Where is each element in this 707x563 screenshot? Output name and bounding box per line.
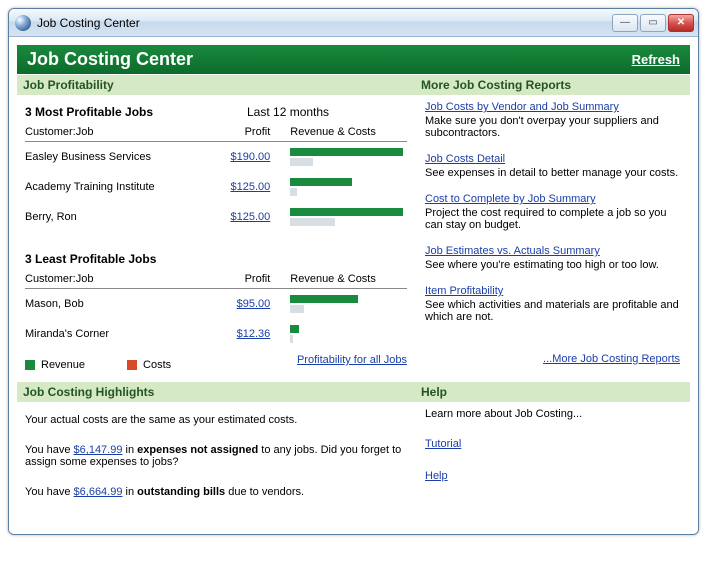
most-profitable-title: 3 Most Profitable Jobs: [25, 105, 247, 119]
highlight-line-3: You have $6,664.99 in outstanding bills …: [25, 486, 407, 498]
highlight-line-2: You have $6,147.99 in expenses not assig…: [25, 444, 407, 468]
profitability-all-jobs-link[interactable]: Profitability for all Jobs: [297, 354, 407, 366]
report-link[interactable]: Job Estimates vs. Actuals Summary: [425, 245, 600, 257]
profit-link[interactable]: $12.36: [237, 328, 271, 340]
expenses-amount-link[interactable]: $6,147.99: [74, 444, 123, 456]
tutorial-link[interactable]: Tutorial: [425, 438, 461, 450]
reports-list: Job Costs by Vendor and Job Summary Make …: [415, 95, 690, 347]
help-column: Help Learn more about Job Costing... Tut…: [415, 381, 690, 526]
col-revenue-costs: Revenue & Costs: [290, 123, 407, 142]
help-link[interactable]: Help: [425, 470, 448, 482]
minimize-button[interactable]: —: [612, 14, 638, 32]
left-column: Job Profitability 3 Most Profitable Jobs…: [17, 74, 415, 381]
app-window: Job Costing Center — ▭ ✕ Job Costing Cen…: [8, 8, 699, 535]
legend-costs-label: Costs: [143, 359, 171, 371]
right-column: More Job Costing Reports Job Costs by Ve…: [415, 74, 690, 381]
profit-link[interactable]: $125.00: [231, 211, 271, 223]
profit-link[interactable]: $95.00: [237, 298, 271, 310]
col-revenue-costs: Revenue & Costs: [290, 270, 407, 289]
report-desc: Make sure you don't overpay your supplie…: [425, 115, 680, 139]
revenue-cost-bars: [290, 325, 403, 343]
most-profitable-table: Customer:Job Profit Revenue & Costs Easl…: [25, 123, 407, 232]
job-name: Berry, Ron: [25, 202, 216, 232]
maximize-button[interactable]: ▭: [640, 14, 666, 32]
titlebar: Job Costing Center — ▭ ✕: [9, 9, 698, 37]
content-area: Job Costing Center Refresh Job Profitabi…: [9, 37, 698, 534]
revenue-cost-bars: [290, 148, 403, 166]
refresh-link[interactable]: Refresh: [632, 52, 680, 67]
section-reports: More Job Costing Reports: [415, 74, 690, 95]
report-desc: See which activities and materials are p…: [425, 299, 680, 323]
job-name: Easley Business Services: [25, 142, 216, 173]
table-row: Academy Training Institute $125.00: [25, 172, 407, 202]
close-button[interactable]: ✕: [668, 14, 694, 32]
legend: Revenue Costs: [25, 359, 171, 371]
more-reports-link[interactable]: ...More Job Costing Reports: [543, 353, 680, 365]
section-profitability: Job Profitability: [17, 74, 415, 95]
report-link[interactable]: Item Profitability: [425, 285, 503, 297]
highlight-line-1: Your actual costs are the same as your e…: [25, 414, 407, 426]
legend-revenue-label: Revenue: [41, 359, 85, 371]
legend-revenue-swatch: [25, 360, 35, 370]
help-intro: Learn more about Job Costing...: [425, 408, 680, 420]
col-customer-job: Customer:Job: [25, 270, 216, 289]
period-label: Last 12 months: [247, 105, 407, 119]
revenue-cost-bars: [290, 208, 403, 226]
section-highlights: Job Costing Highlights: [17, 381, 415, 402]
col-profit: Profit: [216, 270, 290, 289]
table-row: Miranda's Corner $12.36: [25, 319, 407, 349]
col-customer-job: Customer:Job: [25, 123, 216, 142]
globe-icon: [15, 15, 31, 31]
job-name: Miranda's Corner: [25, 319, 216, 349]
col-profit: Profit: [216, 123, 290, 142]
page-title: Job Costing Center: [27, 49, 193, 70]
window-controls: — ▭ ✕: [612, 14, 694, 32]
revenue-cost-bars: [290, 295, 403, 313]
page-header: Job Costing Center Refresh: [17, 45, 690, 74]
profit-link[interactable]: $125.00: [231, 181, 271, 193]
report-link[interactable]: Cost to Complete by Job Summary: [425, 193, 596, 205]
table-row: Easley Business Services $190.00: [25, 142, 407, 173]
report-desc: See where you're estimating too high or …: [425, 259, 680, 271]
least-profitable-title: 3 Least Profitable Jobs: [25, 252, 407, 266]
report-link[interactable]: Job Costs Detail: [425, 153, 505, 165]
table-row: Mason, Bob $95.00: [25, 289, 407, 320]
legend-costs-swatch: [127, 360, 137, 370]
section-help: Help: [415, 381, 690, 402]
bills-amount-link[interactable]: $6,664.99: [74, 486, 123, 498]
job-name: Academy Training Institute: [25, 172, 216, 202]
least-profitable-table: Customer:Job Profit Revenue & Costs Maso…: [25, 270, 407, 349]
report-desc: See expenses in detail to better manage …: [425, 167, 680, 179]
job-name: Mason, Bob: [25, 289, 216, 320]
report-link[interactable]: Job Costs by Vendor and Job Summary: [425, 101, 619, 113]
window-title: Job Costing Center: [37, 16, 612, 30]
profit-link[interactable]: $190.00: [231, 151, 271, 163]
revenue-cost-bars: [290, 178, 403, 196]
highlights-column: Job Costing Highlights Your actual costs…: [17, 381, 415, 526]
table-row: Berry, Ron $125.00: [25, 202, 407, 232]
report-desc: Project the cost required to complete a …: [425, 207, 680, 231]
